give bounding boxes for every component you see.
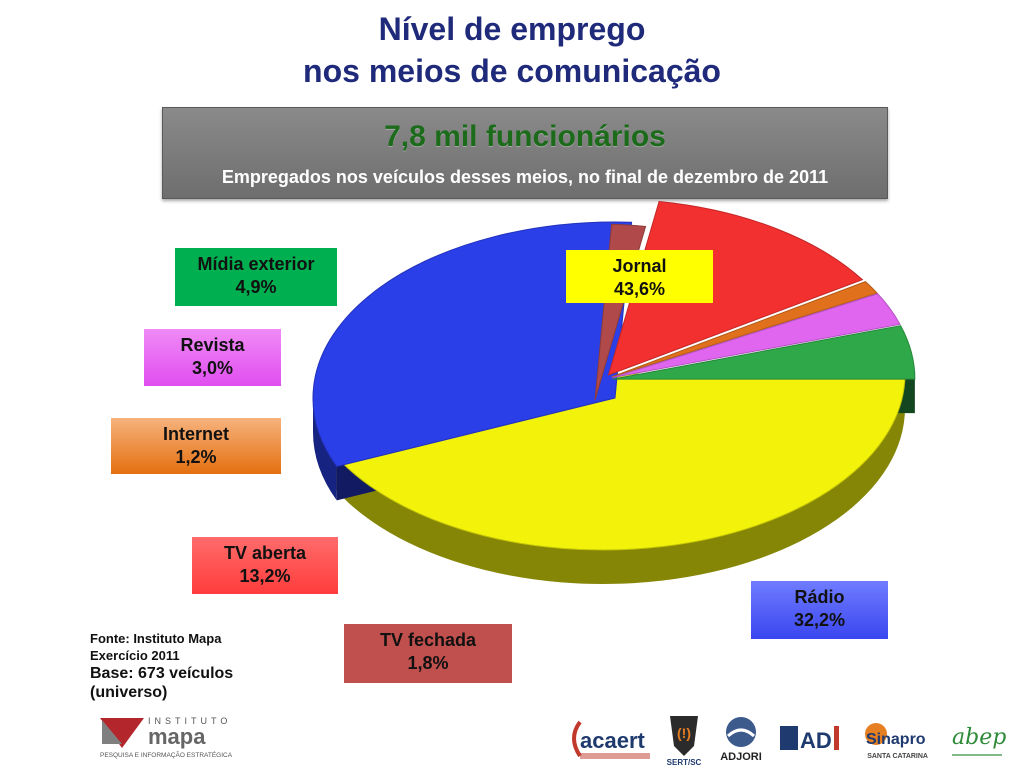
page-title-line-2: nos meios de comunicação (303, 53, 721, 89)
pie-slice-jornal (323, 373, 906, 551)
svg-text:ADJORI: ADJORI (720, 751, 762, 763)
source-line: Fonte: Instituto Mapa (90, 631, 222, 646)
pie-slice-side-radio (313, 398, 337, 501)
mapa-tagline-text: PESQUISA E INFORMAÇÃO ESTRATÉGICA (100, 750, 233, 759)
pie-slice-revista (612, 293, 901, 379)
banner-headline: 7,8 mil funcionários (384, 120, 666, 153)
slice-label-jornal: Jornal 43,6% (566, 250, 713, 303)
source-note: Fonte: Instituto Mapa Exercício 2011 Bas… (90, 630, 233, 702)
svg-text:abep: abep (952, 725, 1006, 750)
acaert-logo: acaert (566, 712, 658, 764)
slice-label-internet: Internet 1,2% (111, 418, 281, 474)
slice-name-internet: Internet (162, 424, 229, 444)
slice-name-midia-exterior: Mídia exterior (197, 254, 315, 274)
svg-text:SERT/SC: SERT/SC (667, 758, 702, 766)
base-line-2: (universo) (90, 684, 168, 701)
pie-slice-midia-exterior (612, 325, 916, 380)
adi-logo: AD (778, 712, 856, 764)
pie-slice-wall-jornal (603, 374, 905, 408)
slice-value-midia-exterior: 4,9% (235, 277, 277, 297)
slice-value-radio: 32,2% (793, 610, 846, 630)
svg-text:Sinapro: Sinapro (866, 731, 926, 748)
slice-value-tv-aberta: 13,2% (239, 566, 291, 586)
slice-value-revista: 3,0% (191, 358, 234, 378)
instituto-mapa-logo: INSTITUTO mapa PESQUISA E INFORMAÇÃO EST… (100, 714, 260, 765)
svg-text:SANTA CATARINA: SANTA CATARINA (867, 753, 928, 760)
slice-name-radio: Rádio (794, 587, 845, 607)
slice-label-tv-fechada: TV fechada 1,8% (344, 624, 512, 683)
slice-name-revista: Revista (180, 335, 245, 355)
sert-sc-logo: (!) SERT/SC (662, 712, 706, 767)
base-line-1: Base: 673 veículos (90, 665, 234, 682)
slice-name-tv-aberta: TV aberta (223, 543, 307, 563)
slice-label-revista: Revista 3,0% (144, 329, 281, 386)
slice-label-midia-exterior: Mídia exterior 4,9% (175, 248, 337, 306)
abep-logo: abep (948, 712, 1006, 764)
mapa-name-text: mapa (148, 724, 206, 749)
pie-slice-wall-radio (336, 398, 615, 501)
slice-value-tv-fechada: 1,8% (407, 653, 449, 673)
pie-slice-side-jornal (324, 374, 905, 585)
summary-banner: 7,8 mil funcionários Empregados nos veíc… (162, 107, 888, 199)
svg-text:(!): (!) (677, 725, 691, 741)
banner-subtitle: Empregados nos veículos desses meios, no… (221, 167, 829, 187)
sinapro-logo: Sinapro SANTA CATARINA (862, 712, 932, 764)
pie-slice-wall-midia-exterior (612, 379, 915, 414)
slice-value-internet: 1,2% (175, 447, 217, 467)
slice-value-jornal: 43,6% (613, 279, 666, 299)
page-title-line-1: Nível de emprego (378, 11, 646, 47)
slice-name-jornal: Jornal (612, 256, 667, 276)
slice-label-tv-aberta: TV aberta 13,2% (192, 537, 338, 594)
slice-name-tv-fechada: TV fechada (379, 630, 477, 650)
adjori-logo: ADJORI (712, 712, 770, 764)
svg-text:acaert: acaert (580, 728, 646, 753)
svg-text:AD: AD (800, 728, 832, 753)
slice-label-radio: Rádio 32,2% (751, 581, 888, 639)
mapa-top-text: INSTITUTO (148, 716, 231, 726)
exercise-line: Exercício 2011 (90, 648, 180, 663)
pie-slice-wall-jornal (324, 374, 603, 477)
